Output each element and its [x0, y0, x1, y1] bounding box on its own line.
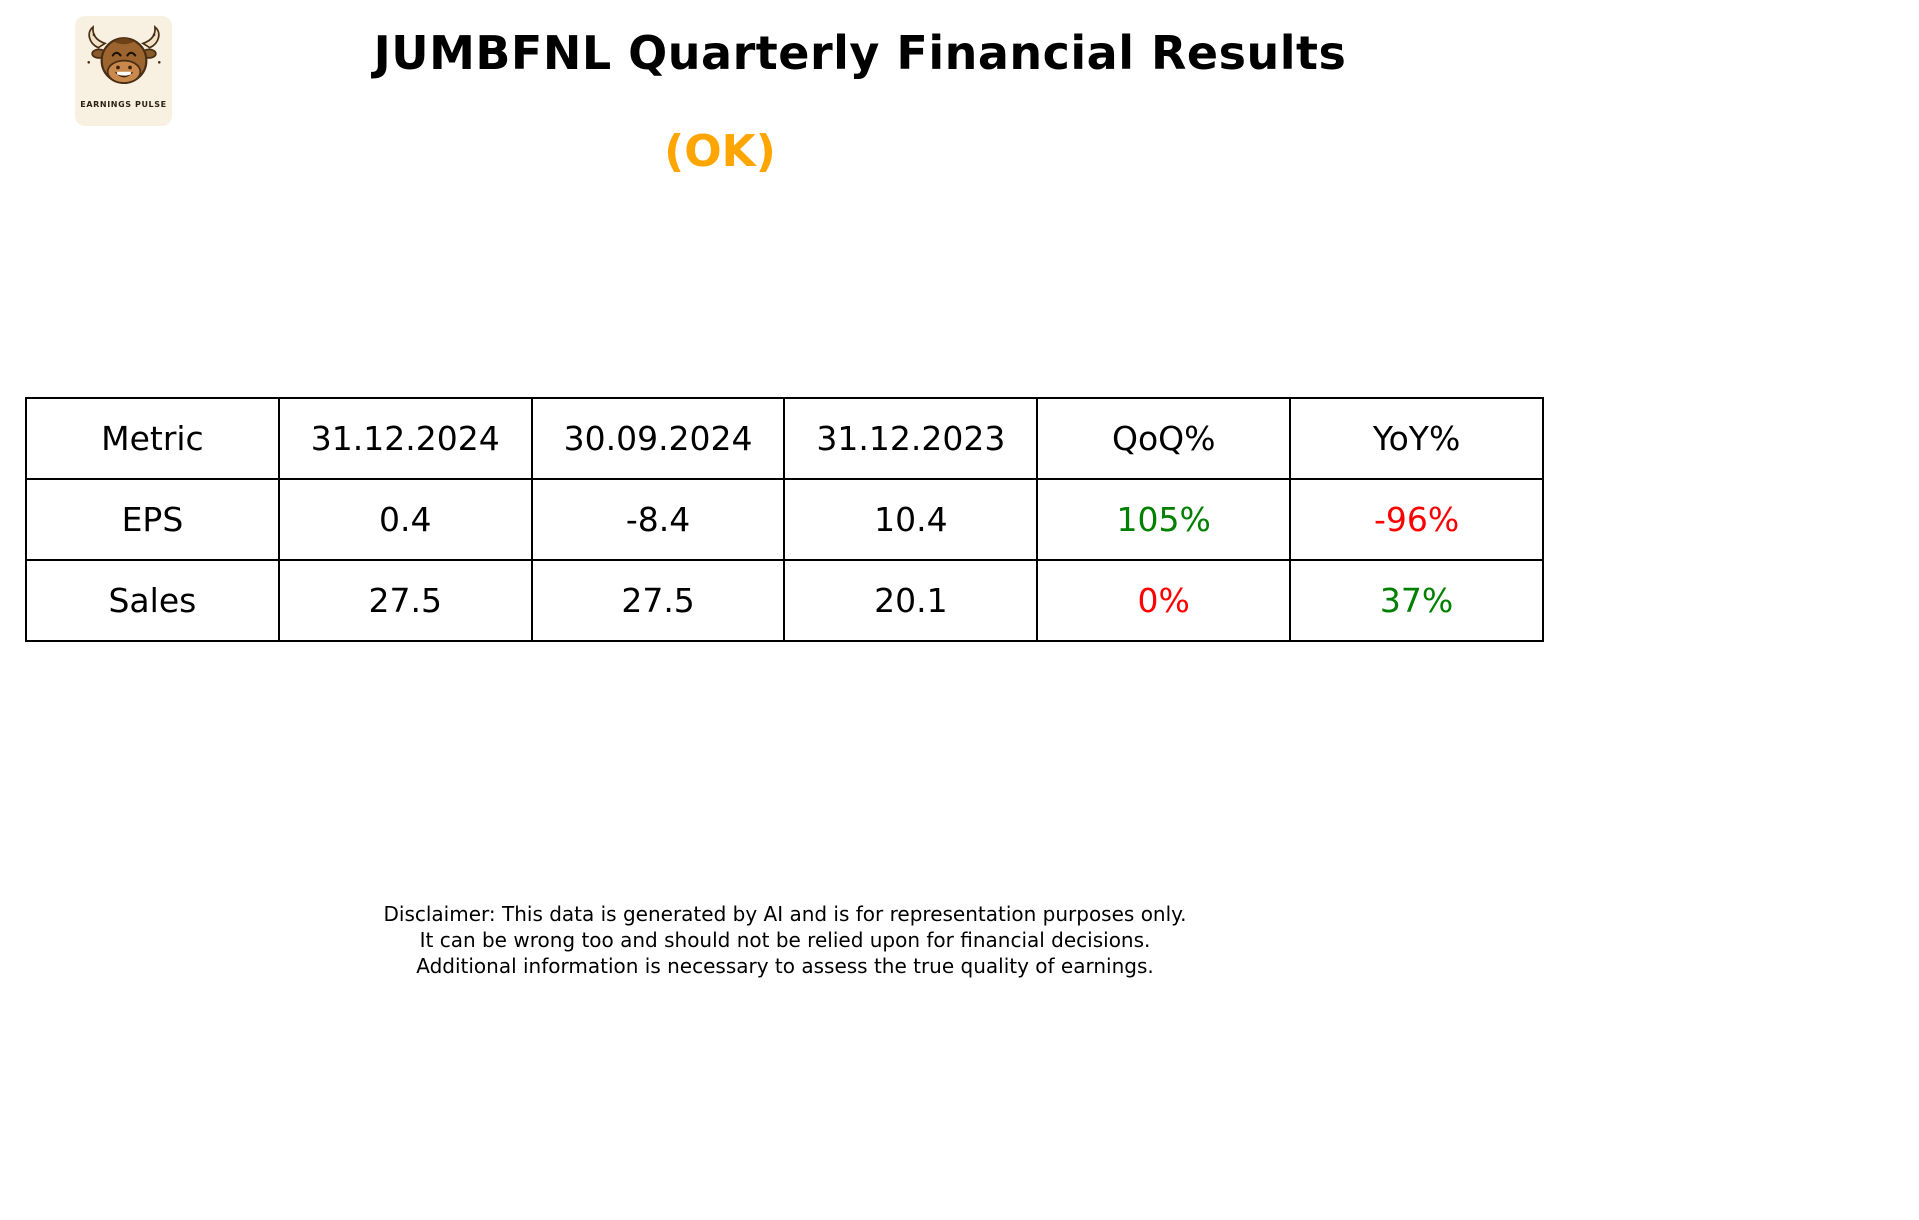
- earnings-pulse-logo: EARNINGS PULSE: [75, 16, 172, 126]
- table-row-sales: Sales 27.5 27.5 20.1 0% 37%: [25, 559, 1544, 642]
- metric-cell: Sales: [25, 559, 280, 642]
- column-header-period-2: 30.09.2024: [530, 397, 786, 480]
- value-cell: 0.4: [277, 478, 533, 561]
- yoy-cell: 37%: [1289, 559, 1544, 642]
- status-label: (OK): [664, 126, 776, 177]
- disclaimer-line-1: Disclaimer: This data is generated by AI…: [383, 902, 1187, 926]
- value-cell: 20.1: [783, 559, 1039, 642]
- qoq-cell: 0%: [1036, 559, 1292, 642]
- page-title: JUMBFNL Quarterly Financial Results: [373, 26, 1347, 80]
- table-header-row: Metric 31.12.2024 30.09.2024 31.12.2023 …: [25, 397, 1544, 480]
- table-row-eps: EPS 0.4 -8.4 10.4 105% -96%: [25, 478, 1544, 561]
- value-cell: 10.4: [783, 478, 1039, 561]
- qoq-cell: 105%: [1036, 478, 1292, 561]
- bull-icon: [86, 25, 161, 85]
- column-header-qoq: QoQ%: [1036, 397, 1292, 480]
- logo-wordmark: EARNINGS PULSE: [80, 100, 167, 109]
- column-header-period-1: 31.12.2024: [277, 397, 533, 480]
- disclaimer-line-2: It can be wrong too and should not be re…: [419, 928, 1151, 952]
- value-cell: -8.4: [530, 478, 786, 561]
- value-cell: 27.5: [530, 559, 786, 642]
- results-table: Metric 31.12.2024 30.09.2024 31.12.2023 …: [25, 397, 1544, 642]
- disclaimer-line-3: Additional information is necessary to a…: [416, 954, 1154, 978]
- yoy-cell: -96%: [1289, 478, 1544, 561]
- column-header-period-3: 31.12.2023: [783, 397, 1039, 480]
- column-header-yoy: YoY%: [1289, 397, 1544, 480]
- value-cell: 27.5: [277, 559, 533, 642]
- metric-cell: EPS: [25, 478, 280, 561]
- column-header-metric: Metric: [25, 397, 280, 480]
- disclaimer: Disclaimer: This data is generated by AI…: [0, 901, 1570, 979]
